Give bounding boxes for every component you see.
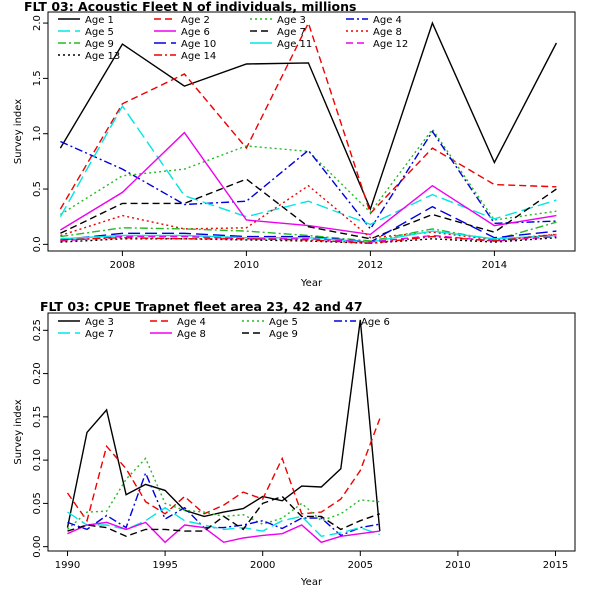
series-line xyxy=(59,21,558,211)
y-tick-label: 0.0 xyxy=(32,236,43,252)
legend-label: Age 4 xyxy=(177,317,206,328)
series-line xyxy=(59,104,557,226)
series-line xyxy=(60,230,557,243)
legend-label: Age 13 xyxy=(85,51,120,62)
series-line xyxy=(67,457,380,530)
series-line xyxy=(60,131,557,236)
legend-label: Age 7 xyxy=(85,329,114,340)
y-tick-label: 0.25 xyxy=(32,319,43,341)
legend-label: Age 9 xyxy=(269,329,298,340)
x-tick-label: 2000 xyxy=(250,560,275,571)
y-tick-label: 0.15 xyxy=(32,406,43,428)
legend-label: Age 8 xyxy=(177,329,206,340)
series-line xyxy=(66,319,381,532)
series-line xyxy=(60,233,557,245)
legend-label: Age 3 xyxy=(277,15,306,26)
x-tick-label: 1990 xyxy=(55,560,80,571)
legend-label: Age 10 xyxy=(181,39,216,50)
legend-label: Age 8 xyxy=(373,27,402,38)
legend-label: Age 7 xyxy=(277,27,306,38)
x-tick-label: 1995 xyxy=(152,560,177,571)
y-axis-label: Survey index xyxy=(13,99,24,164)
x-axis-label: Year xyxy=(300,278,323,289)
y-tick-label: 0.10 xyxy=(32,449,43,471)
legend-label: Age 5 xyxy=(85,27,114,38)
y-tick-label: 1.5 xyxy=(32,70,43,86)
series-line xyxy=(60,184,557,241)
legend-label: Age 11 xyxy=(277,39,312,50)
y-tick-label: 1.0 xyxy=(32,126,43,142)
series-line xyxy=(66,418,381,523)
x-tick-label: 2005 xyxy=(348,560,373,571)
x-tick-label: 2015 xyxy=(543,560,568,571)
y-tick-label: 0.20 xyxy=(32,362,43,384)
series-line xyxy=(67,521,380,544)
series-line xyxy=(67,495,381,538)
series-line xyxy=(60,178,557,240)
series-lines xyxy=(59,21,558,245)
x-tick-label: 2010 xyxy=(445,560,470,571)
legend: Age 1 Age 2 Age 3 Age 4 Age 5 Age 6 Age 7 Age 8… xyxy=(58,15,408,62)
chart-title: FLT 03: CPUE Trapnet fleet area 23, 42 a… xyxy=(40,299,363,314)
series-line xyxy=(60,130,557,231)
series-line xyxy=(60,234,557,243)
series-line xyxy=(67,506,381,538)
plot-frame xyxy=(47,11,576,252)
legend-label: Age 6 xyxy=(181,27,210,38)
series-lines xyxy=(66,319,381,544)
y-tick-label: 2.0 xyxy=(32,15,43,31)
legend-label: Age 4 xyxy=(373,15,402,26)
legend-label: Age 2 xyxy=(181,15,210,26)
x-axis-label: Year xyxy=(300,577,323,588)
series-line xyxy=(59,21,557,215)
x-tick-label: 2014 xyxy=(482,260,507,271)
legend-label: Age 14 xyxy=(181,51,216,62)
legend-label: Age 5 xyxy=(269,317,298,328)
legend-label: Age 12 xyxy=(373,39,408,50)
legend-label: Age 1 xyxy=(85,15,114,26)
legend-label: Age 3 xyxy=(85,317,114,328)
legend-label: Age 6 xyxy=(361,317,390,328)
series-line xyxy=(60,205,557,243)
x-tick-label: 2012 xyxy=(358,260,383,271)
y-tick-label: 0.5 xyxy=(32,181,43,197)
legend: Age 3 Age 4 Age 5 Age 6 Age 7 Age 8 Age 9 xyxy=(58,317,390,340)
legend-label: Age 9 xyxy=(85,39,114,50)
panel-cpue-trapnet: FLT 03: CPUE Trapnet fleet area 23, 42 a… xyxy=(13,299,576,588)
y-tick-label: 0.00 xyxy=(32,536,43,558)
series-line xyxy=(67,471,380,537)
y-axis-label: Survey index xyxy=(13,399,24,464)
y-tick-label: 0.05 xyxy=(32,492,43,514)
panel-acoustic-fleet: FLT 03: Acoustic Fleet N of individuals,… xyxy=(13,0,576,289)
x-tick-label: 2010 xyxy=(234,260,259,271)
x-tick-label: 2008 xyxy=(110,260,135,271)
chart-title: FLT 03: Acoustic Fleet N of individuals,… xyxy=(24,0,356,14)
plot-frame xyxy=(47,312,576,552)
series-line xyxy=(60,128,557,221)
